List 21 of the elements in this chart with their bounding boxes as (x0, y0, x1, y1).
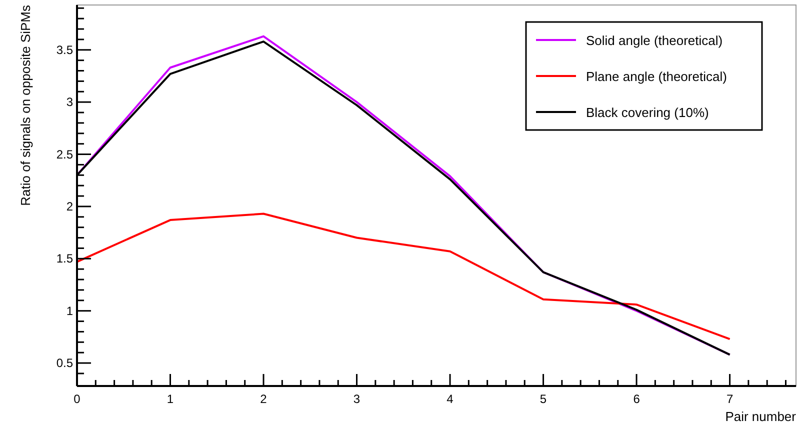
x-tick-label: 2 (260, 392, 268, 406)
y-tick-label: 0.5 (56, 356, 74, 370)
legend-label: Black covering (10%) (586, 105, 709, 120)
x-tick-label: 3 (353, 392, 360, 406)
y-tick-label: 1 (66, 304, 74, 318)
x-tick-label: 7 (726, 392, 734, 406)
x-tick-label: 1 (166, 392, 174, 406)
x-tick-label: 4 (446, 392, 454, 406)
line-series (76, 212, 731, 340)
y-tick-label: 1.5 (56, 252, 74, 266)
x-tick-label: 5 (540, 392, 547, 406)
y-axis-title: Ratio of signals on opposite SiPMs (18, 4, 33, 206)
legend-label: Solid angle (theoretical) (586, 33, 723, 48)
x-axis-title: Pair number (725, 409, 797, 424)
y-tick-label: 2.5 (56, 147, 74, 162)
x-tick-label: 0 (74, 392, 81, 406)
y-tick-label: 3 (66, 95, 74, 110)
y-tick-label: 3.5 (56, 42, 74, 57)
legend-label: Plane angle (theoretical) (586, 69, 727, 84)
y-tick-label: 2 (66, 199, 74, 214)
x-tick-label: 6 (633, 392, 640, 406)
